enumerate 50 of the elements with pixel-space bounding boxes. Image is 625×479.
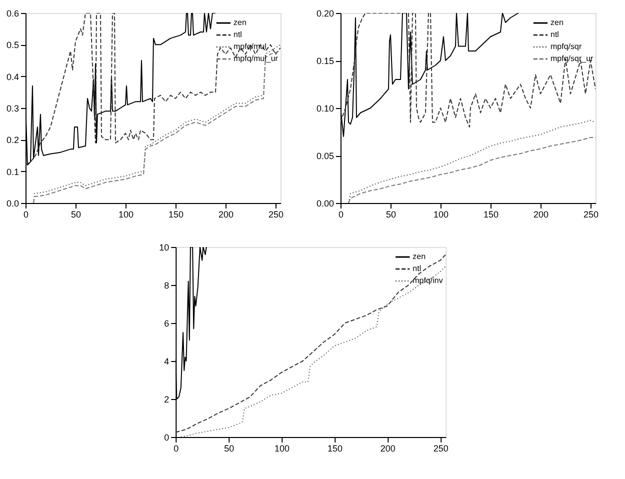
y-tick-label: 0.5: [6, 40, 19, 50]
x-tick-label: 150: [168, 210, 184, 220]
y-tick-label: 0.3: [6, 104, 19, 114]
x-tick-label: 250: [268, 210, 284, 220]
x-tick-label: 50: [70, 210, 82, 220]
legend-label: ntl: [550, 30, 560, 39]
y-tick-label: 0.1: [6, 166, 19, 177]
y-tick-label: 0.20: [316, 8, 334, 18]
x-tick-label: 100: [433, 210, 449, 220]
legend-label: mpfq/sqr: [550, 42, 582, 51]
x-tick-label: 150: [483, 210, 499, 220]
y-tick-label: 0.4: [6, 72, 19, 82]
x-tick-label: 50: [386, 210, 396, 220]
y-tick-label: 10: [159, 242, 170, 252]
x-tick-label: 250: [433, 444, 448, 454]
y-tick-label: 0.15: [316, 56, 334, 66]
x-tick-label: 100: [274, 444, 290, 454]
legend-label: mpfq/inv: [412, 276, 443, 285]
x-tick-label: 200: [218, 210, 234, 220]
y-tick-label: 0.2: [6, 135, 19, 146]
y-tick-label: 4: [164, 356, 170, 366]
line-series: [340, 13, 596, 128]
y-tick-label: 2: [164, 394, 170, 404]
y-tick-label: 0: [164, 432, 170, 442]
legend-label: zen: [412, 252, 426, 261]
legend-label: mpfq/mul_ur: [233, 54, 278, 63]
legend-label: ntl: [412, 264, 422, 273]
y-tick-label: 0.00: [316, 198, 334, 208]
x-tick-label: 150: [327, 444, 342, 454]
y-tick-label: 0.0: [6, 198, 19, 208]
line-series: [348, 120, 596, 203]
x-tick-label: 250: [583, 210, 599, 220]
legend-label: zen: [550, 18, 564, 27]
line-series: [348, 136, 596, 203]
legend-label: mpfq/sqr_ur: [550, 54, 594, 63]
legend-label: zen: [233, 18, 246, 27]
y-tick-label: 6: [164, 318, 170, 328]
x-tick-label: 0: [338, 210, 344, 220]
x-tick-label: 100: [118, 210, 134, 220]
x-tick-label: 200: [380, 444, 396, 454]
x-tick-label: 200: [533, 210, 549, 220]
legend-label: ntl: [233, 30, 242, 39]
y-tick-label: 0.10: [316, 104, 334, 114]
x-tick-label: 0: [174, 444, 179, 454]
x-tick-label: 0: [23, 210, 29, 220]
x-tick-label: 50: [224, 444, 234, 454]
line-series: [25, 13, 280, 166]
y-tick-label: 0.05: [316, 151, 334, 161]
y-tick-label: 8: [164, 280, 170, 290]
y-tick-label: 0.6: [6, 8, 19, 18]
